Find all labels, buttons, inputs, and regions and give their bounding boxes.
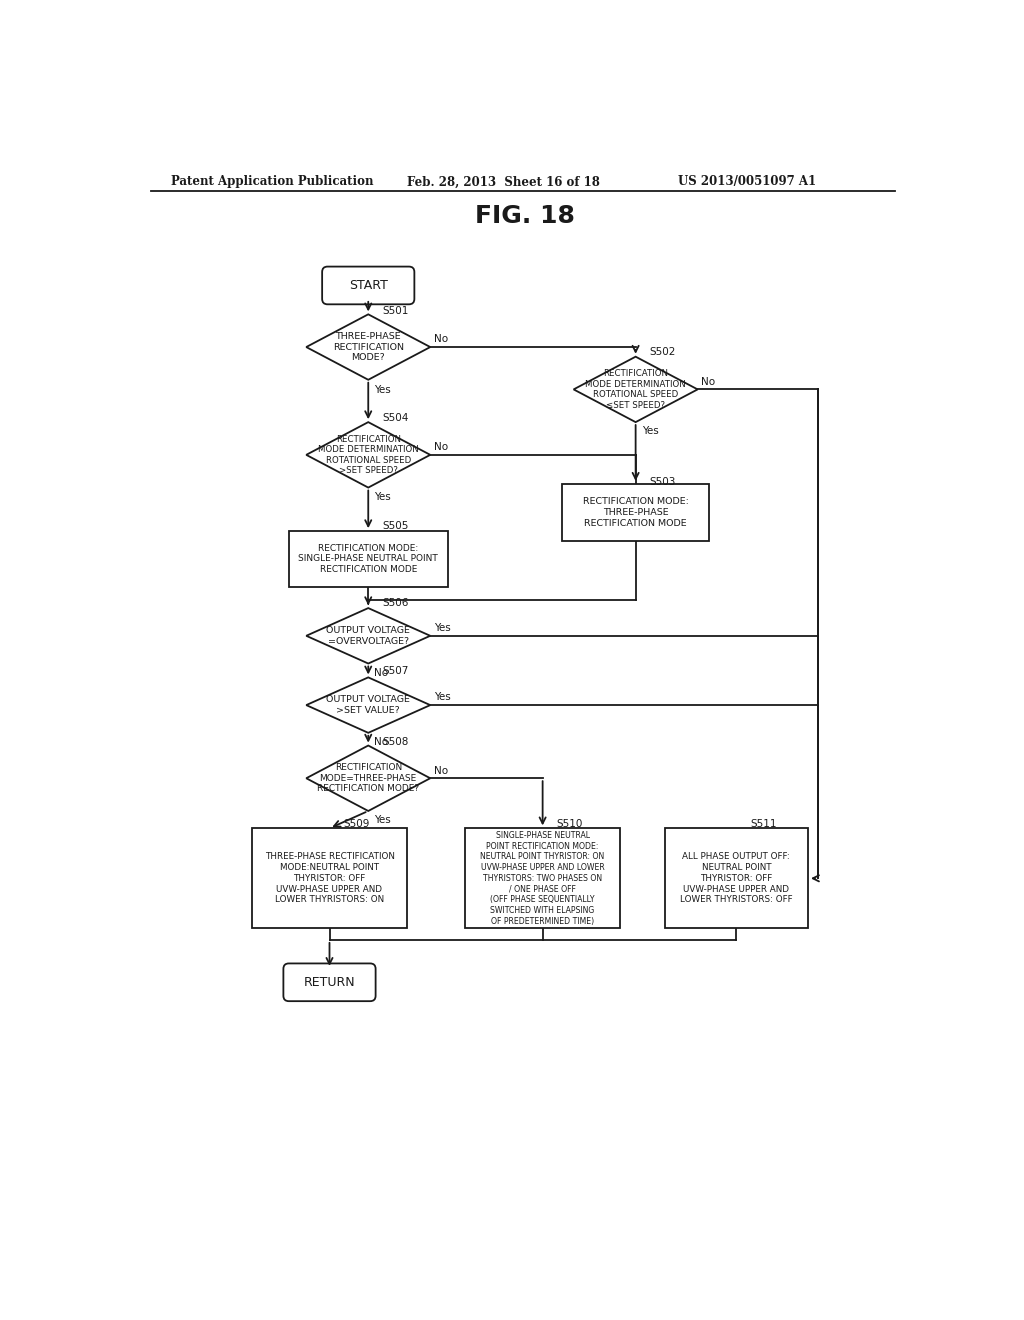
Text: RECTIFICATION MODE:
THREE-PHASE
RECTIFICATION MODE: RECTIFICATION MODE: THREE-PHASE RECTIFIC… [583,498,688,528]
Polygon shape [306,677,430,733]
Text: Patent Application Publication: Patent Application Publication [171,176,373,189]
Bar [289,531,447,586]
Bar [665,829,808,928]
FancyBboxPatch shape [323,267,415,305]
Text: No: No [375,668,388,677]
Bar [465,829,621,928]
Text: S504: S504 [382,413,409,422]
Text: No: No [375,737,388,747]
Text: ALL PHASE OUTPUT OFF:
NEUTRAL POINT
THYRISTOR: OFF
UVW-PHASE UPPER AND
LOWER THY: ALL PHASE OUTPUT OFF: NEUTRAL POINT THYR… [680,853,793,904]
Text: Yes: Yes [434,623,451,634]
Text: No: No [434,766,449,776]
Text: S507: S507 [382,667,409,676]
Text: S501: S501 [382,306,409,315]
Text: US 2013/0051097 A1: US 2013/0051097 A1 [678,176,816,189]
Text: No: No [701,376,716,387]
Text: OUTPUT VOLTAGE
=OVERVOLTAGE?: OUTPUT VOLTAGE =OVERVOLTAGE? [327,626,411,645]
Text: RETURN: RETURN [304,975,355,989]
Text: No: No [434,442,449,453]
Polygon shape [306,609,430,664]
Text: S510: S510 [557,820,583,829]
Text: OUTPUT VOLTAGE
>SET VALUE?: OUTPUT VOLTAGE >SET VALUE? [327,696,411,715]
FancyBboxPatch shape [284,964,376,1001]
Polygon shape [306,422,430,487]
Text: Yes: Yes [375,816,391,825]
Text: S508: S508 [382,737,409,747]
Text: START: START [349,279,388,292]
Text: THREE-PHASE
RECTIFICATION
MODE?: THREE-PHASE RECTIFICATION MODE? [333,333,403,362]
Text: RECTIFICATION
MODE DETERMINATION
ROTATIONAL SPEED
≤SET SPEED?: RECTIFICATION MODE DETERMINATION ROTATIO… [586,370,686,409]
Polygon shape [573,356,697,422]
Text: Yes: Yes [375,492,391,502]
Text: FIG. 18: FIG. 18 [475,205,574,228]
Text: S509: S509 [343,820,370,829]
Text: SINGLE-PHASE NEUTRAL
POINT RECTIFICATION MODE:
NEUTRAL POINT THYRISTOR: ON
UVW-P: SINGLE-PHASE NEUTRAL POINT RECTIFICATION… [480,830,605,925]
Text: No: No [434,334,449,345]
Text: S503: S503 [649,477,676,487]
Text: S505: S505 [382,521,409,532]
Bar [252,829,407,928]
Text: S511: S511 [751,820,777,829]
Text: Feb. 28, 2013  Sheet 16 of 18: Feb. 28, 2013 Sheet 16 of 18 [407,176,600,189]
Text: Yes: Yes [434,693,451,702]
Text: RECTIFICATION MODE:
SINGLE-PHASE NEUTRAL POINT
RECTIFICATION MODE: RECTIFICATION MODE: SINGLE-PHASE NEUTRAL… [298,544,438,574]
Polygon shape [306,746,430,810]
Text: S506: S506 [382,598,409,609]
Text: Yes: Yes [375,385,391,395]
Text: THREE-PHASE RECTIFICATION
MODE:NEUTRAL POINT
THYRISTOR: OFF
UVW-PHASE UPPER AND
: THREE-PHASE RECTIFICATION MODE:NEUTRAL P… [264,853,394,904]
Text: S502: S502 [649,347,676,358]
Polygon shape [306,314,430,380]
Text: RECTIFICATION
MODE=THREE-PHASE
RECTIFICATION MODE?: RECTIFICATION MODE=THREE-PHASE RECTIFICA… [317,763,419,793]
Text: RECTIFICATION
MODE DETERMINATION
ROTATIONAL SPEED
>SET SPEED?: RECTIFICATION MODE DETERMINATION ROTATIO… [317,434,419,475]
Text: Yes: Yes [642,426,658,437]
Bar [562,483,710,541]
